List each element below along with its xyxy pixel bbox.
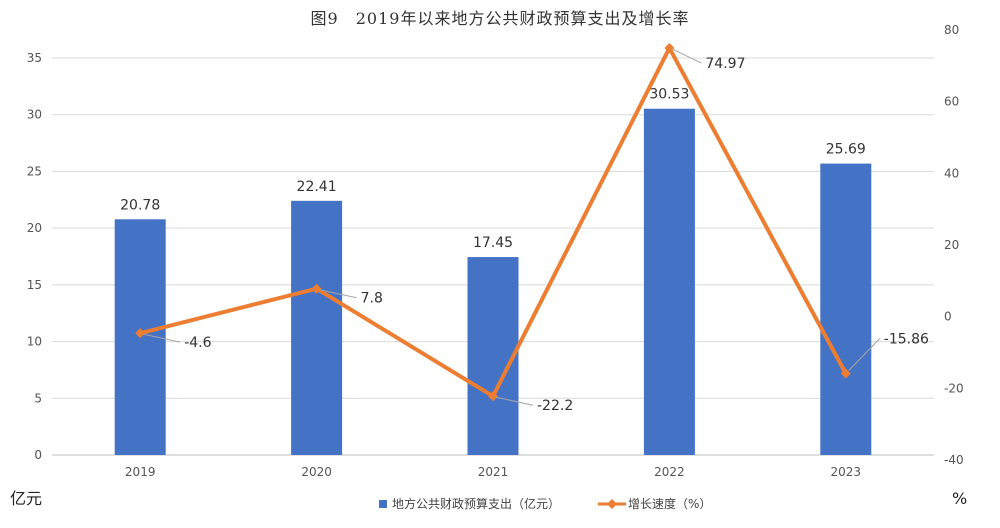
bar-data-label: 22.41 (297, 179, 337, 195)
legend-line-marker (607, 499, 617, 509)
left-tick-label: 10 (27, 335, 42, 349)
legend: 地方公共财政预算支出（亿元） 增长速度（%） (379, 496, 711, 511)
right-tick-label: 40 (944, 166, 959, 180)
line-data-label: 74.97 (705, 56, 745, 72)
left-tick-label: 35 (27, 51, 42, 65)
right-tick-label: 80 (944, 23, 959, 37)
leader-line (319, 289, 357, 299)
right-tick-label: -20 (944, 381, 964, 395)
line-data-label: -22.2 (537, 398, 573, 414)
left-tick-label: 5 (34, 391, 42, 405)
bar (467, 257, 519, 455)
line-marker (488, 391, 498, 402)
leader-line (672, 48, 702, 64)
right-tick-label: 60 (944, 95, 959, 109)
left-tick-label: 15 (27, 278, 42, 292)
line-data-labels: -4.6 7.8 -22.2 74.97 -15.86 (143, 48, 929, 414)
line-marker (840, 368, 851, 379)
left-tick-label: 20 (27, 221, 42, 235)
bar-data-label: 30.53 (649, 87, 689, 103)
x-tick-label: 2021 (478, 465, 509, 479)
left-axis-ticks: 0 5 10 15 20 25 30 35 (27, 51, 42, 462)
chart-title: 图9 2019年以来地方公共财政预算支出及增长率 (311, 9, 690, 28)
right-axis-ticks: -40 -20 0 20 40 60 80 (944, 23, 964, 467)
bar (291, 200, 343, 455)
bar-data-labels: 20.78 22.41 17.45 30.53 25.69 (120, 87, 866, 251)
x-axis-ticks: 2019 2020 2021 2022 2023 (125, 465, 861, 479)
left-axis-label: 亿元 (10, 489, 42, 508)
legend-bar-label: 地方公共财政预算支出（亿元） (392, 496, 560, 511)
bar (820, 163, 872, 456)
right-axis-label: % (952, 489, 967, 508)
leader-line (848, 338, 881, 371)
x-tick-label: 2023 (831, 465, 862, 479)
legend-bar-swatch (379, 500, 387, 508)
legend-line-label: 增长速度（%） (628, 496, 711, 511)
x-tick-label: 2020 (301, 465, 332, 479)
left-tick-label: 25 (27, 164, 42, 178)
line-data-label: 7.8 (361, 291, 383, 307)
line-data-label: -15.86 (884, 331, 929, 347)
line-marker (664, 43, 675, 54)
left-tick-label: 0 (34, 448, 42, 462)
left-tick-label: 30 (27, 108, 42, 122)
line-series (135, 43, 851, 402)
line-marker (135, 328, 146, 339)
x-tick-label: 2022 (654, 465, 685, 479)
bar (643, 108, 695, 455)
leader-line (495, 396, 534, 406)
leader-line (143, 333, 181, 343)
line-marker (311, 283, 322, 294)
bar-data-label: 20.78 (120, 197, 160, 213)
bar-series (114, 108, 872, 456)
right-tick-label: 20 (944, 238, 959, 252)
bar-data-label: 25.69 (826, 142, 866, 158)
right-tick-label: 0 (944, 310, 952, 324)
line-data-label: -4.6 (184, 335, 211, 351)
bar-data-label: 17.45 (473, 235, 513, 251)
right-tick-label: -40 (944, 453, 964, 467)
x-tick-label: 2019 (125, 465, 156, 479)
